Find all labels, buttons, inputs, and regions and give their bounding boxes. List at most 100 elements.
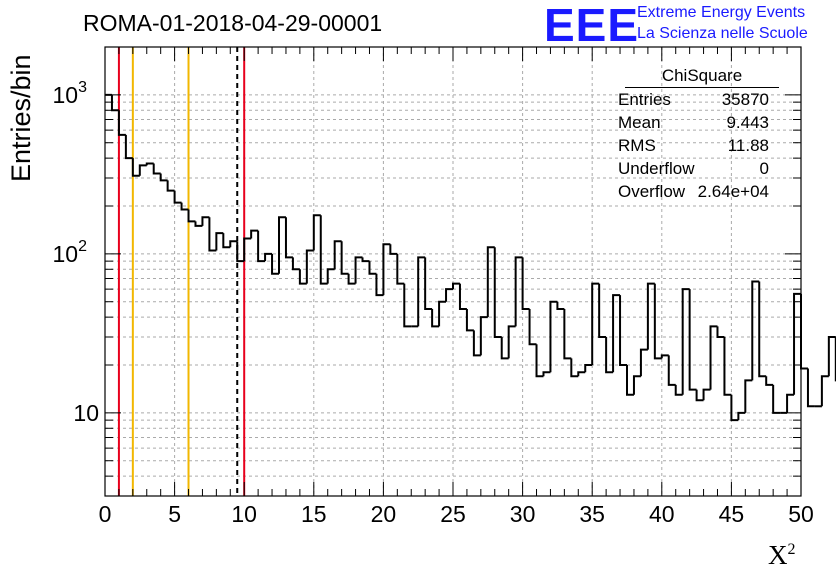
histogram-bin (549, 300, 558, 373)
histogram-bin (716, 326, 725, 339)
histogram-bin (598, 283, 607, 339)
histogram-bin (173, 190, 182, 204)
histogram-bin (458, 283, 467, 311)
histogram-bin (375, 273, 384, 297)
y-tick-label-base: 10 (73, 400, 99, 426)
histogram-bin (667, 355, 676, 386)
histogram-bin (305, 249, 314, 284)
histogram-bin (201, 216, 210, 226)
y-tick-label: 10 (73, 400, 99, 426)
histogram-bin (271, 253, 279, 275)
histogram-bin (298, 269, 307, 285)
stats-value: 35870 (721, 90, 769, 109)
stats-value: 0 (759, 159, 769, 178)
stats-value: 2.64e+04 (697, 182, 769, 201)
histogram-bin (284, 217, 293, 259)
histogram-bin (180, 202, 189, 211)
x-tick-label: 50 (788, 501, 814, 527)
histogram-bin (215, 232, 224, 251)
histogram-bin (396, 253, 405, 285)
histogram-bin (452, 282, 460, 290)
histogram-bin (584, 363, 593, 373)
stats-value: 9.443 (726, 113, 769, 132)
stats-key: Entries (618, 90, 671, 109)
histogram-bin (646, 282, 655, 350)
stats-key: Mean (618, 113, 661, 132)
stats-key: Overflow (618, 182, 686, 201)
histogram-bin (563, 309, 572, 360)
histogram-bin (695, 389, 704, 402)
histogram-bin (486, 246, 495, 318)
stats-box: ChiSquare Entries 35870 Mean 9.443 RMS 11.88 U… (611, 66, 779, 203)
histogram-bin (312, 214, 321, 251)
histogram-bin (319, 215, 328, 285)
histogram-bin (827, 336, 836, 377)
histogram-bin (556, 301, 565, 311)
y-axis-label: Entries/bin (6, 54, 36, 182)
y-tick-label-base: 10 (53, 241, 79, 267)
histogram-bin (347, 273, 356, 285)
histogram-bin (445, 288, 453, 302)
y-tick-label: 102 (53, 238, 88, 267)
histogram-bin (472, 330, 481, 357)
histogram-bin (612, 294, 621, 373)
histogram-bin (521, 257, 530, 311)
histogram-bin (660, 354, 669, 359)
histogram-bin (368, 261, 377, 275)
histogram-bin (124, 134, 133, 160)
threshold-lines (117, 47, 246, 496)
histogram-bin (187, 209, 196, 223)
stats-rows: Entries 35870 Mean 9.443 RMS 11.88 Underflow 0 O… (611, 88, 779, 203)
histogram-bin (166, 180, 175, 192)
x-tick-label: 45 (719, 501, 745, 527)
histogram-bin (674, 384, 683, 396)
x-tick-label: 40 (649, 501, 675, 527)
logo-line-1: Extreme Energy Events (637, 4, 806, 21)
histogram-bin (702, 388, 711, 401)
x-tick-label: 15 (301, 501, 327, 527)
histogram-bin (479, 316, 488, 356)
histogram-bin (403, 283, 412, 328)
histogram-bin (820, 375, 829, 407)
stats-row: Underflow 0 (611, 157, 779, 180)
histogram-bin (431, 309, 440, 328)
histogram-bin (278, 216, 286, 274)
histogram-bin (772, 384, 781, 414)
histogram-bin (229, 240, 238, 248)
histogram-bin (514, 256, 523, 327)
stats-key: Underflow (618, 159, 695, 178)
histogram-bin (194, 221, 203, 227)
histogram-bin (577, 371, 586, 377)
histogram-bin (208, 217, 217, 252)
x-tick-label: 20 (371, 501, 397, 527)
histogram-bin (354, 256, 363, 284)
histogram-bin (688, 289, 697, 391)
histogram-bin (291, 257, 300, 271)
stats-row: Mean 9.443 (611, 111, 779, 134)
x-tick-label: 30 (510, 501, 536, 527)
histogram (105, 93, 836, 422)
histogram-bin (257, 230, 266, 263)
x-axis-label: X2 (768, 540, 796, 570)
histogram-bin (765, 376, 774, 386)
histogram-bin (131, 158, 140, 177)
histogram-bin (709, 325, 718, 390)
histogram-bin (465, 309, 474, 332)
histogram-bin (793, 292, 801, 395)
histogram-bin (723, 337, 732, 396)
stats-row: Entries 35870 (611, 88, 779, 111)
histogram-bin (535, 344, 544, 378)
histogram-bin (361, 257, 370, 263)
histogram-bin (542, 371, 551, 377)
histogram-bin (493, 247, 502, 339)
chart-title: ROMA-01-2018-04-29-00001 (83, 10, 383, 36)
histogram-bin (340, 241, 349, 275)
histogram-bin (264, 252, 273, 262)
stats-row: Overflow 2.64e+04 (611, 180, 779, 203)
histogram-bin (152, 163, 161, 175)
y-tick-label-exponent: 2 (78, 238, 87, 255)
histogram-bin (243, 237, 252, 262)
stats-title: ChiSquare (625, 66, 779, 88)
histogram-bin (744, 379, 753, 413)
